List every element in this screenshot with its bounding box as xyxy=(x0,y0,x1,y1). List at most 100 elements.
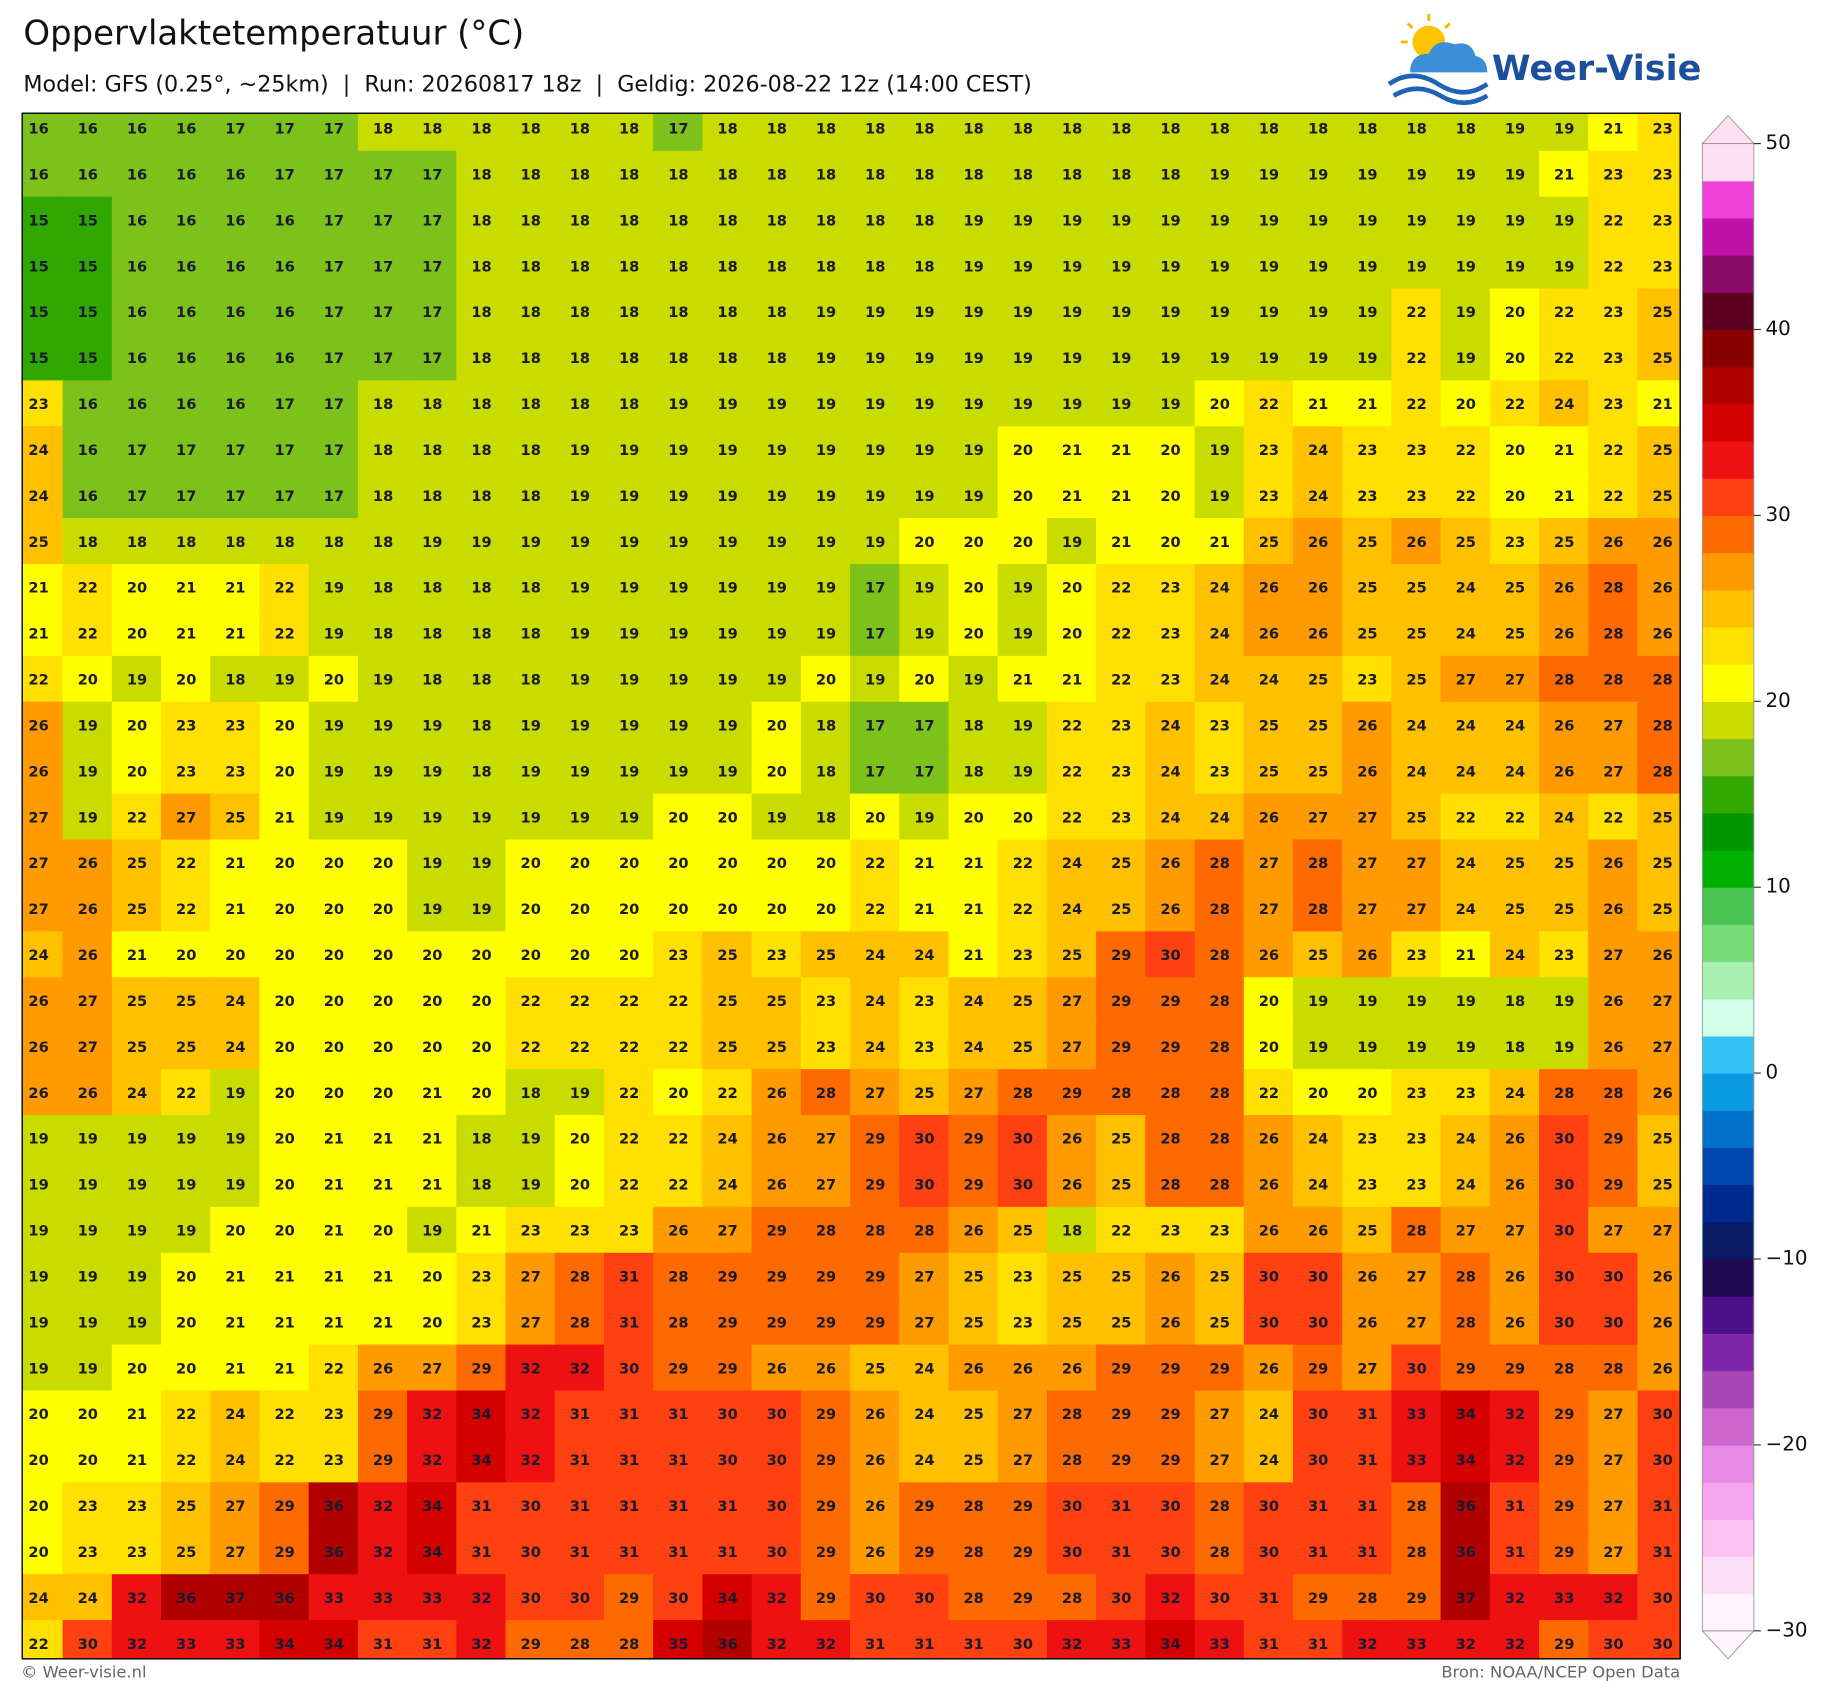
temperature-label: 31 xyxy=(373,1636,393,1653)
temperature-cell xyxy=(948,1023,999,1071)
temperature-label: 24 xyxy=(1160,809,1180,826)
temperature-cell xyxy=(702,1115,753,1163)
temperature-label: 27 xyxy=(717,1223,737,1240)
temperature-label: 18 xyxy=(619,167,639,184)
temperature-cell xyxy=(1588,931,1639,979)
temperature-label: 28 xyxy=(1111,1085,1131,1102)
temperature-cell xyxy=(1243,1436,1295,1484)
temperature-cell xyxy=(997,1482,1049,1530)
temperature-label: 25 xyxy=(1456,534,1476,551)
temperature-label: 16 xyxy=(274,258,294,275)
temperature-label: 24 xyxy=(225,1039,245,1056)
temperature-label: 26 xyxy=(1603,534,1623,551)
temperature-cell xyxy=(111,977,163,1025)
temperature-label: 18 xyxy=(373,580,393,597)
temperature-cell xyxy=(800,977,852,1025)
temperature-cell xyxy=(111,1436,163,1484)
temperature-cell xyxy=(1145,1436,1196,1484)
temperature-cell xyxy=(308,1390,360,1438)
temperature-cell xyxy=(800,1069,852,1117)
temperature-label: 23 xyxy=(1357,488,1377,505)
temperature-label: 20 xyxy=(816,901,836,918)
temperature-label: 31 xyxy=(914,1636,934,1653)
temperature-cell xyxy=(653,196,704,244)
temperature-cell xyxy=(1391,793,1442,841)
temperature-cell xyxy=(22,113,64,152)
temperature-label: 24 xyxy=(1210,626,1230,643)
temperature-label: 20 xyxy=(274,763,294,780)
temperature-label: 24 xyxy=(1456,763,1476,780)
temperature-label: 17 xyxy=(176,488,196,505)
temperature-cell xyxy=(899,793,950,841)
temperature-label: 27 xyxy=(1603,1223,1623,1240)
temperature-label: 20 xyxy=(963,809,983,826)
colorbar-tick-label: 10 xyxy=(1766,875,1791,898)
temperature-cell xyxy=(1342,1252,1393,1300)
temperature-label: 22 xyxy=(1013,855,1033,872)
temperature-cell xyxy=(111,1023,163,1071)
temperature-cell xyxy=(357,793,409,841)
temperature-label: 21 xyxy=(373,1131,393,1148)
temperature-label: 18 xyxy=(373,121,393,138)
temperature-label: 19 xyxy=(816,304,836,321)
temperature-cell xyxy=(407,1390,458,1438)
temperature-cell xyxy=(308,564,360,612)
temperature-label: 20 xyxy=(28,1498,48,1515)
temperature-cell xyxy=(702,1298,753,1346)
temperature-cell xyxy=(948,288,999,336)
temperature-label: 19 xyxy=(1308,258,1328,275)
temperature-cell xyxy=(997,931,1049,979)
temperature-cell xyxy=(800,931,852,979)
temperature-cell xyxy=(653,564,704,612)
temperature-cell xyxy=(948,977,999,1025)
temperature-cell xyxy=(702,1528,753,1576)
temperature-cell xyxy=(1292,196,1344,244)
temperature-cell xyxy=(1096,426,1147,474)
temperature-label: 25 xyxy=(1652,855,1672,872)
temperature-cell xyxy=(62,1069,113,1117)
temperature-cell xyxy=(603,1298,655,1346)
temperature-label: 20 xyxy=(1210,396,1230,413)
temperature-label: 28 xyxy=(1210,1544,1230,1561)
temperature-cell xyxy=(161,839,212,887)
temperature-cell xyxy=(1046,380,1098,428)
temperature-label: 24 xyxy=(28,1590,48,1607)
temperature-cell xyxy=(1194,196,1245,244)
temperature-label: 24 xyxy=(963,1039,983,1056)
temperature-label: 19 xyxy=(816,350,836,367)
temperature-cell xyxy=(751,196,802,244)
temperature-cell xyxy=(1243,609,1295,658)
temperature-label: 18 xyxy=(521,167,541,184)
temperature-cell xyxy=(407,793,458,841)
temperature-cell xyxy=(505,1298,556,1346)
temperature-label: 26 xyxy=(1652,626,1672,643)
temperature-label: 32 xyxy=(1603,1590,1623,1607)
temperature-cell xyxy=(554,518,606,566)
temperature-label: 33 xyxy=(324,1590,344,1607)
temperature-cell xyxy=(161,1023,212,1071)
temperature-cell xyxy=(407,1344,458,1392)
temperature-label: 30 xyxy=(914,1590,934,1607)
logo-waves xyxy=(1387,73,1489,106)
temperature-cell xyxy=(1440,1482,1491,1530)
temperature-cell xyxy=(357,196,409,244)
temperature-label: 18 xyxy=(127,534,147,551)
temperature-cell xyxy=(1046,426,1098,474)
temperature-cell xyxy=(1096,747,1147,795)
temperature-cell xyxy=(308,1023,360,1071)
temperature-label: 16 xyxy=(274,212,294,229)
temperature-label: 30 xyxy=(1652,1406,1672,1423)
temperature-label: 19 xyxy=(324,626,344,643)
temperature-label: 19 xyxy=(78,717,98,734)
temperature-label: 19 xyxy=(78,1131,98,1148)
temperature-cell xyxy=(505,1160,556,1209)
temperature-label: 26 xyxy=(28,717,48,734)
temperature-cell xyxy=(899,1528,950,1576)
temperature-label: 20 xyxy=(274,1177,294,1194)
temperature-cell xyxy=(62,1252,113,1300)
temperature-label: 18 xyxy=(816,258,836,275)
temperature-cell xyxy=(751,334,802,382)
temperature-label: 15 xyxy=(78,212,98,229)
temperature-cell xyxy=(111,426,163,474)
temperature-cell xyxy=(997,426,1049,474)
